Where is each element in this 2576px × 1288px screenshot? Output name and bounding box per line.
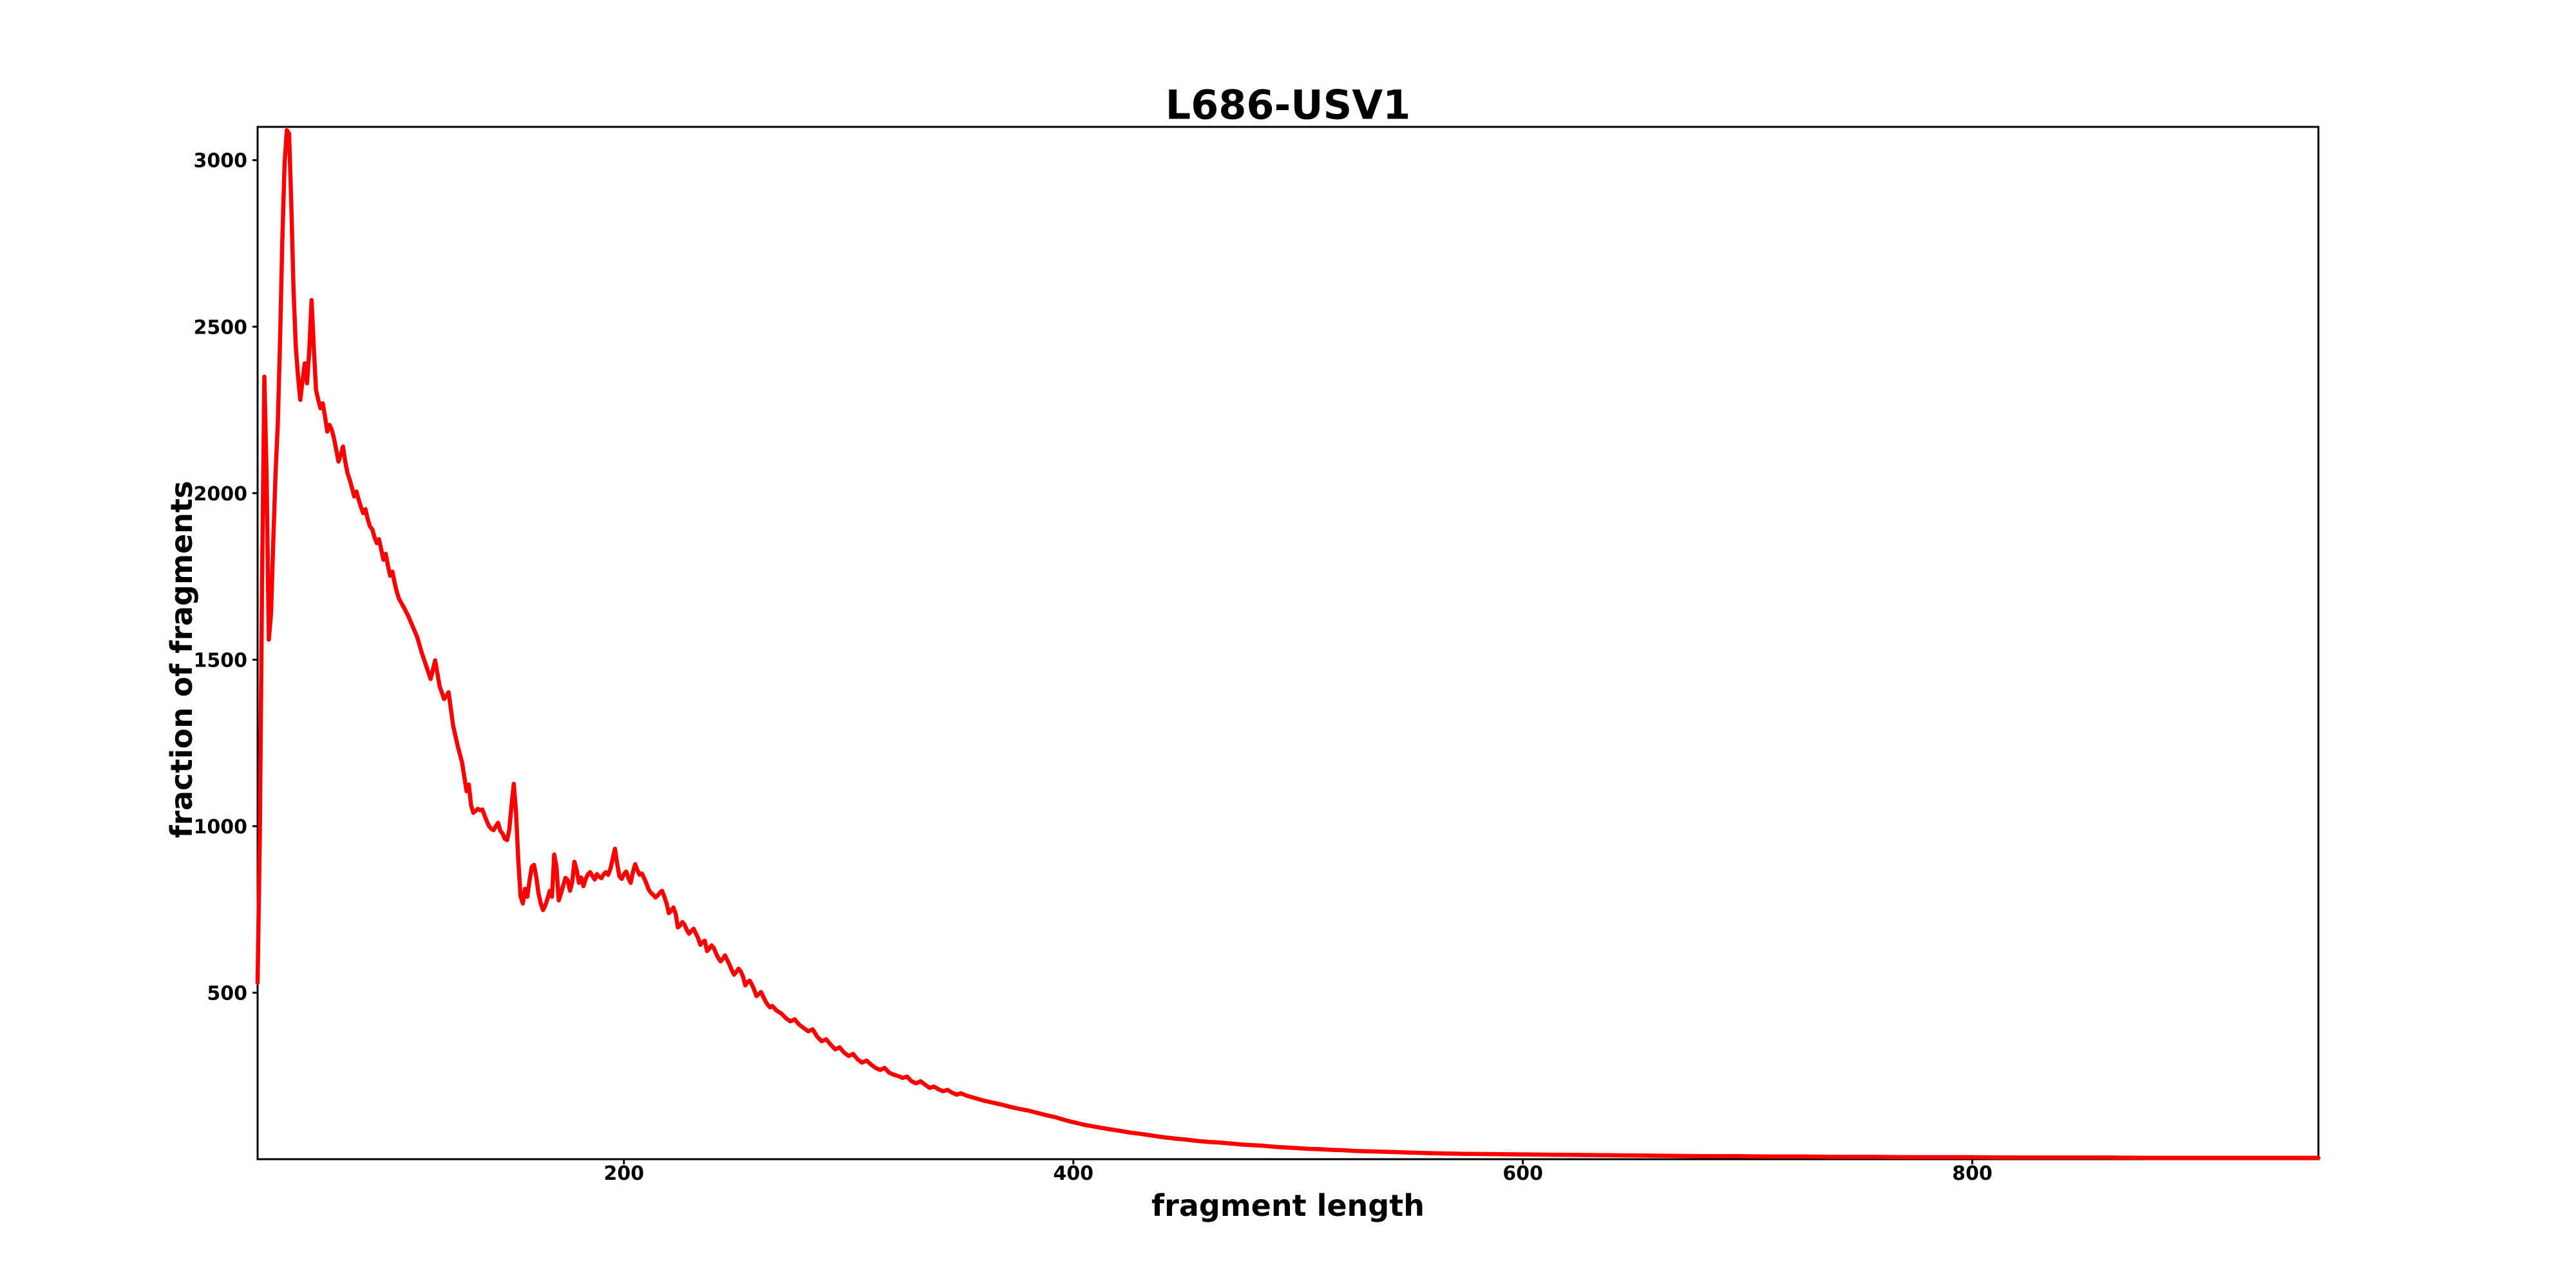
- x-tick-label: 200: [603, 1162, 644, 1185]
- x-tick-label: 400: [1053, 1162, 1094, 1185]
- x-axis-label: fragment length: [1151, 1188, 1425, 1223]
- y-tick-label: 2500: [194, 316, 248, 339]
- y-tick-label: 1500: [194, 649, 248, 672]
- x-ticks: 200 400 600 800: [603, 1159, 1993, 1185]
- y-ticks: 500 1000 1500 2000 2500 3000: [194, 150, 258, 1005]
- y-tick-label: 2000: [194, 483, 248, 506]
- y-tick-label: 500: [207, 982, 247, 1005]
- x-tick-label: 600: [1502, 1162, 1543, 1185]
- y-tick-label: 3000: [194, 150, 248, 173]
- plot-border: [256, 126, 2320, 1160]
- chart-title: L686-USV1: [1165, 81, 1411, 129]
- y-tick-label: 1000: [194, 816, 248, 838]
- x-tick-label: 800: [1952, 1162, 1993, 1185]
- series-line: [255, 128, 2321, 1160]
